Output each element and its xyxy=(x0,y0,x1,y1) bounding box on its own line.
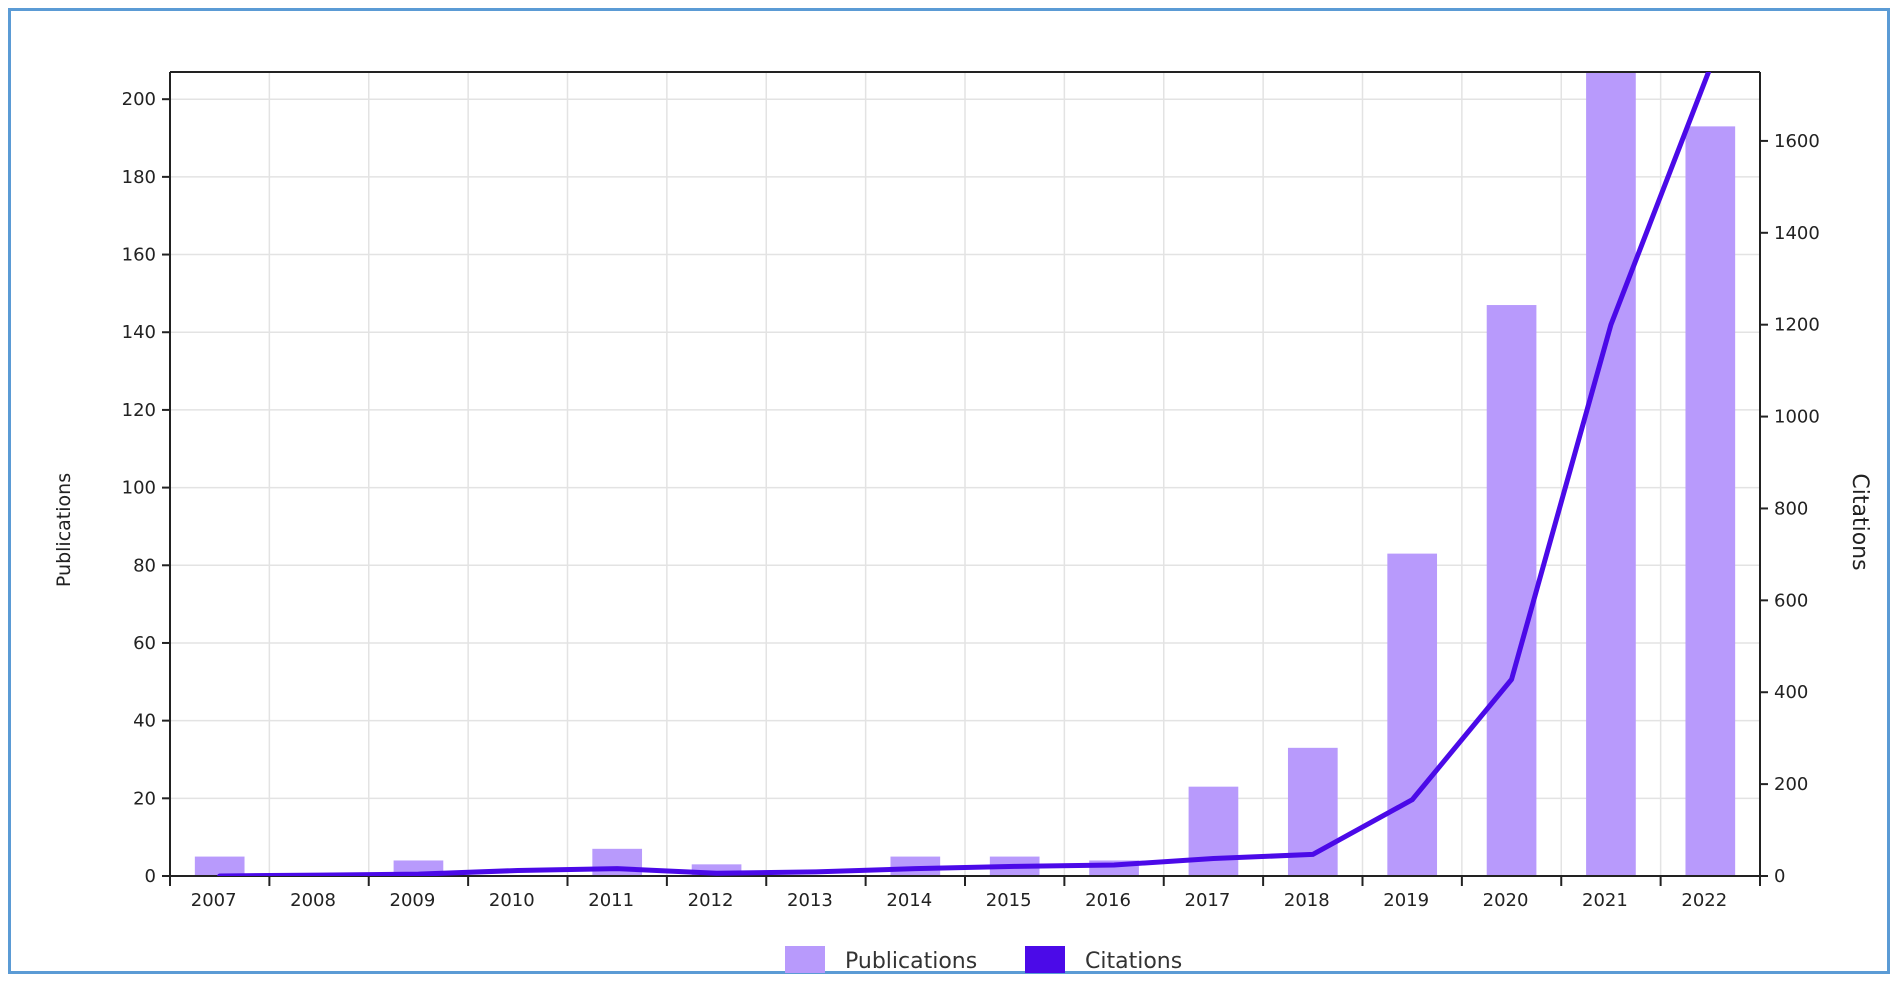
x-tick-label: 2022 xyxy=(1681,890,1727,911)
y-tick-label: 120 xyxy=(122,400,156,421)
bar-publications-2021 xyxy=(1586,72,1636,876)
x-tick-label: 2015 xyxy=(986,890,1032,911)
y2-tick-label: 600 xyxy=(1774,590,1808,611)
x-tick-label: 2019 xyxy=(1383,890,1429,911)
y-tick-label: 60 xyxy=(133,633,156,654)
y-tick-label: 200 xyxy=(122,89,156,110)
bar-publications-2020 xyxy=(1486,305,1537,877)
x-tick-label: 2009 xyxy=(390,890,436,911)
legend-label-citations[interactable]: Citations xyxy=(1085,949,1182,974)
x-tick-label: 2007 xyxy=(191,890,237,911)
bar-publications-2019 xyxy=(1387,553,1438,876)
y-tick-label: 180 xyxy=(122,167,156,188)
x-tick-label: 2018 xyxy=(1284,890,1330,911)
bar-publications-2022 xyxy=(1685,126,1736,876)
legend-swatch-publications[interactable] xyxy=(785,946,825,973)
line-citations xyxy=(217,72,1712,876)
y-tick-label: 100 xyxy=(122,478,156,499)
y-tick-label: 140 xyxy=(122,322,156,343)
x-tick-label: 2017 xyxy=(1185,890,1231,911)
y2-tick-label: 400 xyxy=(1774,682,1808,703)
bar-publications-2017 xyxy=(1188,786,1239,876)
x-tick-label: 2021 xyxy=(1582,890,1628,911)
y2-tick-label: 1000 xyxy=(1774,407,1820,428)
y2-tick-label: 0 xyxy=(1774,866,1785,887)
legend-label-publications[interactable]: Publications xyxy=(845,949,977,974)
y-tick-label: 80 xyxy=(133,555,156,576)
y2-tick-label: 200 xyxy=(1774,774,1808,795)
x-tick-label: 2016 xyxy=(1085,890,1131,911)
y-tick-label: 0 xyxy=(145,866,156,887)
y-tick-label: 40 xyxy=(133,711,156,732)
chart-frame xyxy=(8,8,1890,974)
y2-axis-title: Citations xyxy=(1847,473,1872,570)
y2-tick-label: 800 xyxy=(1774,498,1808,519)
x-tick-label: 2014 xyxy=(886,890,932,911)
y2-tick-label: 1400 xyxy=(1774,223,1820,244)
x-tick-label: 2013 xyxy=(787,890,833,911)
y-tick-label: 160 xyxy=(122,245,156,266)
x-tick-label: 2011 xyxy=(588,890,634,911)
y2-tick-label: 1200 xyxy=(1774,315,1820,336)
x-tick-label: 2012 xyxy=(688,890,734,911)
bar-publications-2012 xyxy=(691,864,742,876)
x-tick-label: 2008 xyxy=(290,890,336,911)
citations-line-group xyxy=(217,72,1712,876)
y2-tick-label: 1600 xyxy=(1774,131,1820,152)
legend-swatch-citations[interactable] xyxy=(1025,946,1065,973)
bar-publications-2007 xyxy=(194,856,245,876)
legend: Publications Citations xyxy=(785,946,1182,974)
x-tick-label: 2010 xyxy=(489,890,535,911)
y-axis-title: Publications xyxy=(53,473,75,587)
y-tick-label: 20 xyxy=(133,788,156,809)
x-tick-label: 2020 xyxy=(1483,890,1529,911)
